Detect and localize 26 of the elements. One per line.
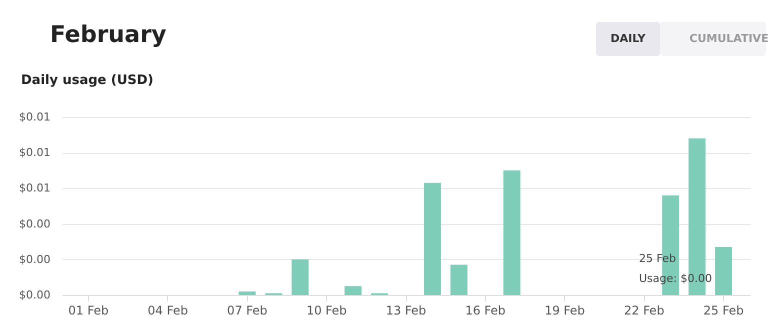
y-tick-label: $0.01 xyxy=(19,182,50,195)
x-tick-label: 22 Feb xyxy=(624,304,664,318)
bar xyxy=(503,170,520,295)
text: CUMULATIVE xyxy=(689,32,769,45)
x-tick-label: 04 Feb xyxy=(148,304,188,318)
y-tick-label: $0.00 xyxy=(19,252,50,266)
x-tick-label: 01 Feb xyxy=(68,304,109,318)
y-tick-label: $0.00 xyxy=(19,217,50,230)
x-tick-label: 19 Feb xyxy=(544,304,585,318)
bar xyxy=(450,264,468,295)
chart-subtitle: Daily usage (USD) xyxy=(21,73,154,88)
x-tick-label: 16 Feb xyxy=(465,304,506,318)
bar xyxy=(292,259,309,295)
bar xyxy=(238,291,256,295)
bar xyxy=(344,286,362,295)
y-tick-label: $0.01 xyxy=(19,146,50,160)
text: DAILY xyxy=(610,32,647,45)
x-tick-label: 07 Feb xyxy=(227,304,268,318)
x-tick-label: 13 Feb xyxy=(386,304,426,318)
x-tick-label: 10 Feb xyxy=(306,304,347,318)
chart-title: February xyxy=(50,22,166,48)
y-tick-label: $0.01 xyxy=(19,110,50,124)
bar xyxy=(424,182,441,295)
bar xyxy=(715,246,732,295)
x-tick-label: 25 Feb xyxy=(703,304,744,318)
y-tick-label: $0.00 xyxy=(19,288,50,302)
